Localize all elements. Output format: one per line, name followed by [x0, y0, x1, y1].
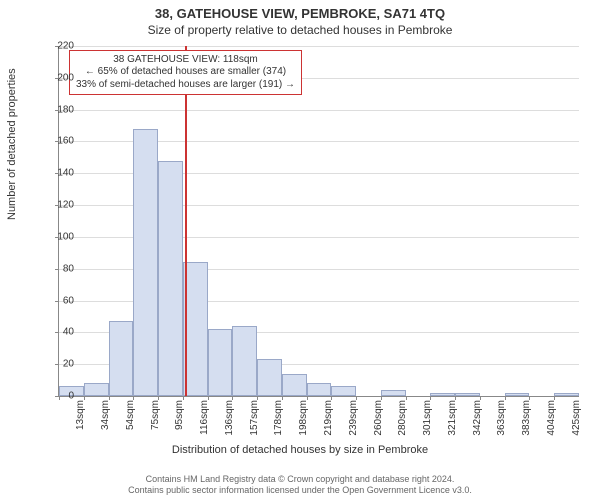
annotation-line: 33% of semi-detached houses are larger (…	[76, 79, 295, 92]
annotation-box: 38 GATEHOUSE VIEW: 118sqm← 65% of detach…	[69, 50, 302, 96]
ytick-label: 200	[44, 72, 74, 83]
xtick-mark	[480, 396, 481, 400]
xtick-mark	[505, 396, 506, 400]
xtick-label: 260sqm	[373, 400, 384, 436]
xtick-label: 34sqm	[100, 400, 111, 430]
annotation-line: ← 65% of detached houses are smaller (37…	[76, 66, 295, 79]
xtick-mark	[109, 396, 110, 400]
xtick-mark	[84, 396, 85, 400]
xtick-label: 321sqm	[447, 400, 458, 436]
x-axis-label: Distribution of detached houses by size …	[0, 444, 600, 456]
ytick-label: 160	[44, 136, 74, 147]
xtick-mark	[529, 396, 530, 400]
histogram-bar	[158, 161, 183, 396]
annotation-line: 38 GATEHOUSE VIEW: 118sqm	[76, 54, 295, 67]
xtick-label: 301sqm	[422, 400, 433, 436]
xtick-mark	[232, 396, 233, 400]
footer-line-2: Contains public sector information licen…	[0, 485, 600, 496]
histogram-bar	[208, 329, 233, 396]
ytick-label: 100	[44, 231, 74, 242]
histogram-bar	[505, 393, 530, 396]
chart-title-sub: Size of property relative to detached ho…	[0, 21, 600, 41]
xtick-mark	[381, 396, 382, 400]
xtick-label: 157sqm	[249, 400, 260, 436]
xtick-label: 425sqm	[571, 400, 582, 436]
xtick-label: 54sqm	[125, 400, 136, 430]
histogram-bar	[307, 383, 332, 396]
xtick-label: 198sqm	[298, 400, 309, 436]
xtick-label: 239sqm	[348, 400, 359, 436]
histogram-bar	[282, 374, 307, 396]
xtick-label: 95sqm	[174, 400, 185, 430]
histogram-bar	[84, 383, 109, 396]
chart-plot-area: 13sqm34sqm54sqm75sqm95sqm116sqm136sqm157…	[58, 46, 579, 397]
histogram-bar	[109, 321, 134, 396]
xtick-label: 178sqm	[273, 400, 284, 436]
xtick-label: 116sqm	[199, 400, 210, 435]
histogram-bar	[554, 393, 579, 396]
xtick-label: 383sqm	[521, 400, 532, 436]
xtick-mark	[208, 396, 209, 400]
histogram-bar	[232, 326, 257, 396]
xtick-mark	[406, 396, 407, 400]
xtick-mark	[133, 396, 134, 400]
xtick-label: 219sqm	[323, 400, 334, 436]
histogram-bar	[381, 390, 406, 396]
ytick-label: 180	[44, 104, 74, 115]
ytick-label: 40	[44, 327, 74, 338]
histogram-bar	[133, 129, 158, 396]
xtick-mark	[307, 396, 308, 400]
ytick-label: 140	[44, 168, 74, 179]
xtick-mark	[455, 396, 456, 400]
xtick-mark	[282, 396, 283, 400]
ytick-label: 80	[44, 263, 74, 274]
xtick-label: 342sqm	[472, 400, 483, 436]
footer-line-1: Contains HM Land Registry data © Crown c…	[0, 474, 600, 485]
xtick-label: 363sqm	[496, 400, 507, 436]
xtick-mark	[554, 396, 555, 400]
xtick-label: 136sqm	[224, 400, 235, 436]
xtick-mark	[430, 396, 431, 400]
histogram-bar	[331, 386, 356, 396]
xtick-label: 404sqm	[546, 400, 557, 436]
xtick-mark	[356, 396, 357, 400]
histogram-bar	[455, 393, 480, 396]
gridline	[59, 110, 579, 111]
histogram-bar	[257, 359, 282, 396]
xtick-label: 13sqm	[75, 400, 86, 430]
gridline	[59, 46, 579, 47]
ytick-label: 20	[44, 359, 74, 370]
ytick-label: 120	[44, 200, 74, 211]
xtick-mark	[183, 396, 184, 400]
xtick-mark	[257, 396, 258, 400]
chart-footer: Contains HM Land Registry data © Crown c…	[0, 474, 600, 497]
xtick-mark	[158, 396, 159, 400]
ytick-label: 0	[44, 391, 74, 402]
ytick-label: 60	[44, 295, 74, 306]
ytick-label: 220	[44, 41, 74, 52]
chart-title-main: 38, GATEHOUSE VIEW, PEMBROKE, SA71 4TQ	[0, 0, 600, 21]
xtick-label: 280sqm	[397, 400, 408, 436]
xtick-mark	[331, 396, 332, 400]
xtick-label: 75sqm	[150, 400, 161, 430]
reference-line	[185, 46, 187, 396]
y-axis-label: Number of detached properties	[6, 68, 18, 220]
histogram-bar	[430, 393, 455, 396]
